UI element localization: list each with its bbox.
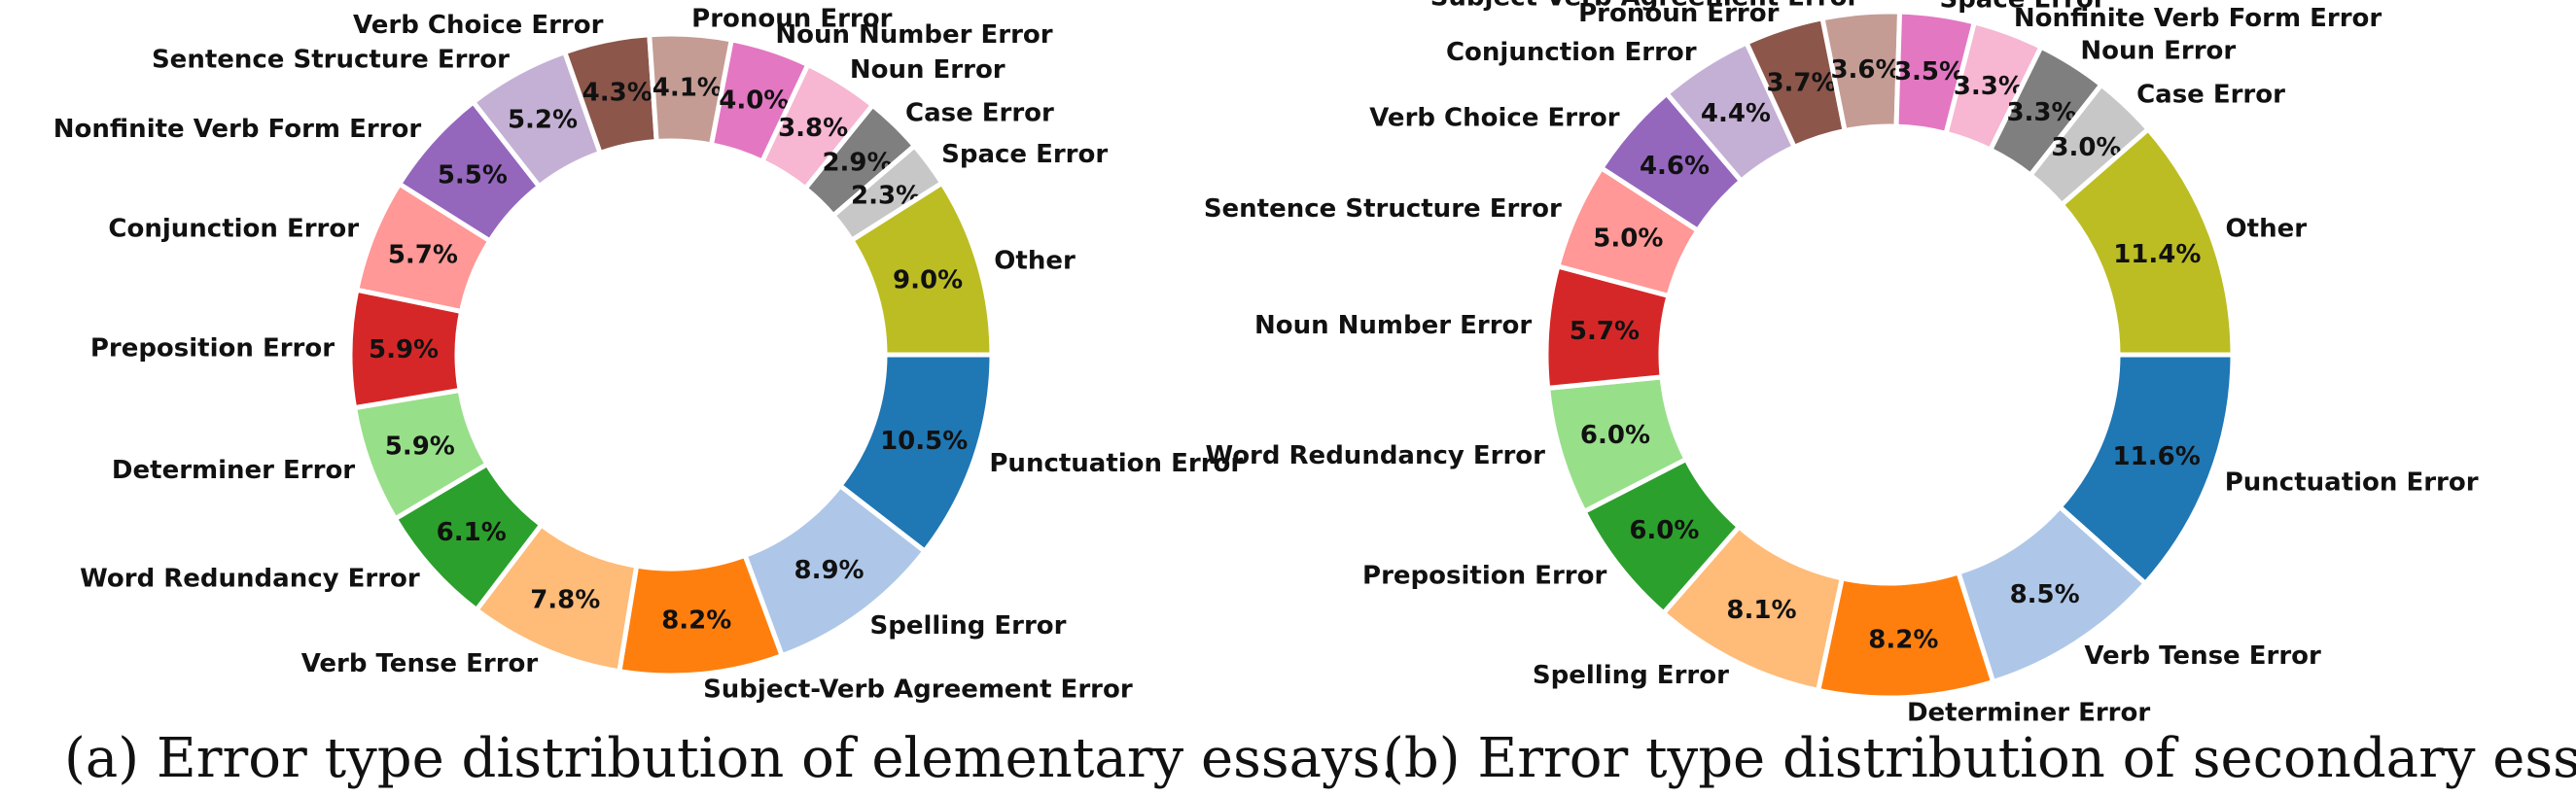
slice-category-label: Preposition Error	[1362, 561, 1606, 590]
slice-category-label: Sentence Structure Error	[152, 45, 510, 74]
slice-category-label: Subject-Verb Agreement Error	[703, 675, 1133, 704]
slice-percent-label: 5.5%	[438, 161, 508, 191]
slice-category-label: Punctuation Error	[2225, 468, 2479, 498]
caption-elementary: (a) Error type distribution of elementar…	[64, 727, 1398, 790]
slice-percent-label: 9.0%	[893, 265, 963, 295]
slice-percent-label: 6.1%	[437, 518, 507, 547]
slice-percent-label: 5.9%	[385, 433, 455, 462]
slice-percent-label: 11.4%	[2113, 240, 2201, 269]
slice-percent-label: 3.0%	[2051, 133, 2121, 162]
slice-percent-label: 5.7%	[1570, 317, 1640, 346]
slice-category-label: Other	[994, 247, 1076, 276]
slice-percent-label: 4.1%	[653, 74, 723, 103]
slice-percent-label: 7.8%	[530, 586, 600, 615]
slice-category-label: Spelling Error	[870, 611, 1067, 641]
slice-percent-label: 3.6%	[1830, 55, 1900, 85]
slice-category-label: Nonfinite Verb Form Error	[2014, 4, 2382, 33]
slice-category-label: Case Error	[2136, 80, 2285, 109]
caption-secondary: (b) Error type distribution of secondary…	[1383, 727, 2576, 790]
slice-percent-label: 11.6%	[2113, 442, 2201, 471]
slice-category-label: Noun Error	[2080, 37, 2236, 66]
slice-category-label: Conjunction Error	[108, 215, 359, 244]
slice-category-label: Conjunction Error	[1446, 38, 1697, 67]
slice-category-label: Nonfinite Verb Form Error	[53, 115, 422, 144]
donut-slice	[848, 179, 995, 358]
slice-category-label: Word Redundancy Error	[80, 564, 420, 593]
slice-percent-label: 6.0%	[1580, 421, 1650, 450]
slice-category-label: Noun Number Error	[1254, 311, 1532, 340]
slice-category-label: Subject-Verb Agreement Error	[1430, 0, 1860, 12]
slice-category-label: Case Error	[905, 99, 1054, 128]
slice-category-label: Determiner Error	[1907, 699, 2150, 728]
slice-percent-label: 4.6%	[1640, 152, 1710, 181]
slice-percent-label: 4.4%	[1701, 99, 1771, 128]
slice-percent-label: 4.3%	[582, 79, 653, 108]
slice-percent-label: 10.5%	[880, 427, 968, 456]
slice-category-label: Noun Number Error	[775, 20, 1052, 50]
elementary-donut-chart: 10.5% Punctuation Error 8.9%Spelling Error…	[53, 5, 1244, 705]
slice-category-label: Space Error	[941, 140, 1108, 169]
slice-category-label: Verb Tense Error	[2084, 641, 2321, 671]
slice-category-label: Punctuation Error	[989, 449, 1243, 478]
slice-category-label: Word Redundancy Error	[1205, 441, 1545, 470]
donut-slice	[2058, 125, 2236, 358]
slice-category-label: Other	[2226, 215, 2308, 244]
slice-percent-label: 8.2%	[1868, 626, 1938, 655]
slice-percent-label: 8.1%	[1726, 596, 1796, 625]
slice-percent-label: 3.7%	[1766, 68, 1836, 97]
slice-percent-label: 5.9%	[369, 335, 439, 364]
slice-category-label: Space Error	[1939, 0, 2105, 15]
slice-category-label: Verb Choice Error	[353, 11, 604, 40]
slice-category-label: Pronoun Error	[691, 5, 892, 34]
slice-percent-label: 3.3%	[2006, 98, 2076, 127]
slice-percent-label: 3.5%	[1894, 57, 1964, 87]
slice-percent-label: 8.2%	[661, 606, 731, 636]
slice-percent-label: 3.3%	[1954, 72, 2024, 101]
slice-category-label: Verb Tense Error	[301, 649, 539, 678]
slice-category-label: Sentence Structure Error	[1204, 194, 1562, 224]
slice-percent-label: 5.7%	[388, 240, 458, 269]
secondary-donut-chart: 11.6% Punctuation Error 8.5% Verb Tense Err…	[1204, 0, 2479, 728]
slice-category-label: Preposition Error	[90, 333, 335, 363]
slice-category-label: Noun Error	[850, 55, 1006, 85]
slice-percent-label: 8.9%	[794, 556, 864, 585]
slice-category-label: Determiner Error	[112, 456, 355, 485]
slice-category-label: Verb Choice Error	[1369, 104, 1620, 133]
slice-percent-label: 4.0%	[719, 87, 789, 116]
slice-category-label: Pronoun Error	[1578, 0, 1779, 28]
slice-percent-label: 5.0%	[1593, 225, 1663, 254]
slice-percent-label: 5.2%	[508, 106, 578, 135]
slice-category-label: Spelling Error	[1533, 661, 1729, 690]
slice-percent-label: 3.8%	[778, 114, 848, 143]
slice-percent-label: 8.5%	[2010, 580, 2080, 609]
slice-percent-label: 6.0%	[1629, 516, 1699, 545]
